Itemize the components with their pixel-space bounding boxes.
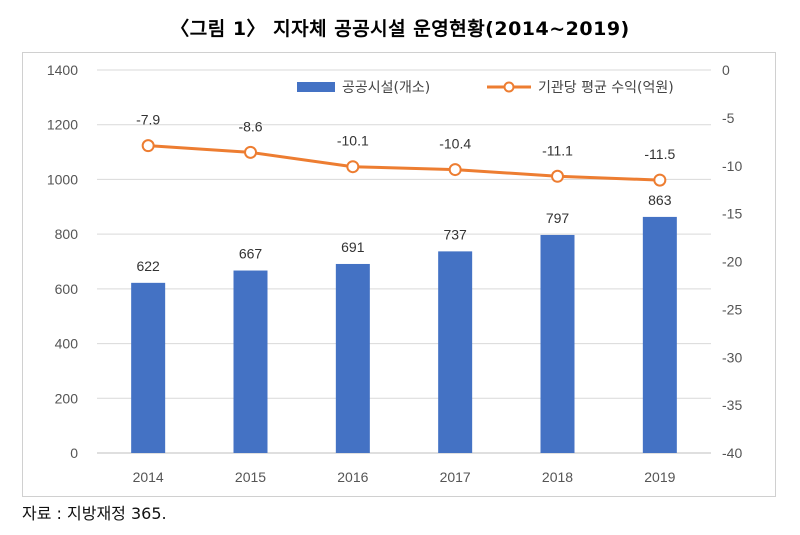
line-value-label: -7.9: [136, 112, 160, 128]
bar-value-label: 691: [341, 239, 365, 255]
chart-frame: [22, 52, 776, 497]
source-note: 자료 : 지방재정 365.: [22, 504, 167, 523]
y-right-tick-label: 0: [722, 62, 730, 78]
x-tick-label: 2017: [440, 469, 471, 485]
line-point: [244, 145, 257, 159]
y-right-tick-label: -30: [722, 349, 742, 365]
line-value-label: -8.6: [238, 118, 262, 134]
line-value-label: -10.1: [337, 133, 369, 149]
x-tick-label: 2019: [644, 469, 675, 485]
y-left-tick-label: 800: [55, 226, 79, 242]
legend-bar-label: 공공시설(개소): [342, 80, 430, 96]
bar-series: [131, 216, 677, 453]
y-left-tick-label: 1000: [47, 171, 78, 187]
bar-value-label: 863: [648, 192, 672, 208]
y-right-tick-label: -35: [722, 397, 742, 413]
bar: [642, 216, 677, 453]
x-tick-label: 2018: [542, 469, 573, 485]
legend-line-marker: [503, 81, 515, 93]
x-tick-label: 2014: [133, 469, 164, 485]
line-point: [653, 173, 667, 187]
data-labels: 622 667 691 737 797 863 -7.9 -8.6 -10.1 -10.4 -11.…: [136, 112, 675, 274]
line-value-label: -10.4: [439, 136, 471, 152]
y-right-tick-label: -40: [722, 445, 742, 461]
y-right-tick-label: -5: [722, 110, 735, 126]
x-tick-label: 2015: [235, 469, 266, 485]
y-right-tick-label: -10: [722, 158, 742, 174]
chart-title: 〈그림 1〉 지자체 공공시설 운영현황(2014~2019): [170, 18, 630, 40]
line-value-label: -11.5: [644, 146, 675, 162]
y-left-tick-label: 1200: [47, 117, 78, 133]
gridlines: [97, 69, 711, 454]
line-point: [448, 163, 462, 177]
axis-ticks: 0 200 400 600 800 1000 1200 1400 0 -5 -10 -15 -20 -25…: [47, 62, 743, 485]
y-left-tick-label: 1400: [47, 62, 78, 78]
y-left-tick-label: 600: [55, 281, 79, 297]
bar: [335, 263, 370, 453]
bar-value-label: 667: [239, 246, 263, 262]
y-left-tick-label: 400: [55, 336, 79, 352]
line-point: [551, 169, 564, 183]
y-left-tick-label: 0: [70, 445, 78, 461]
bar: [131, 282, 166, 453]
y-left-tick-label: 200: [55, 390, 79, 406]
y-right-tick-label: -20: [722, 254, 742, 270]
line-value-label: -11.1: [542, 142, 573, 158]
x-tick-label: 2016: [337, 469, 368, 485]
line-point: [141, 139, 155, 153]
bar: [438, 251, 473, 453]
line-point: [346, 160, 360, 174]
bar: [540, 234, 575, 453]
bar-value-label: 737: [443, 226, 467, 242]
bar-value-label: 622: [136, 258, 160, 274]
bar-value-label: 797: [546, 210, 570, 226]
y-right-tick-label: -25: [722, 301, 742, 317]
legend-bar-swatch: [297, 82, 335, 92]
series-line: [148, 144, 660, 182]
line-series: [141, 139, 667, 187]
y-right-tick-label: -15: [722, 206, 742, 222]
legend: 공공시설(개소) 기관당 평균 수익(억원): [297, 80, 674, 96]
legend-line-label: 기관당 평균 수익(억원): [538, 80, 674, 96]
bar: [233, 270, 268, 453]
